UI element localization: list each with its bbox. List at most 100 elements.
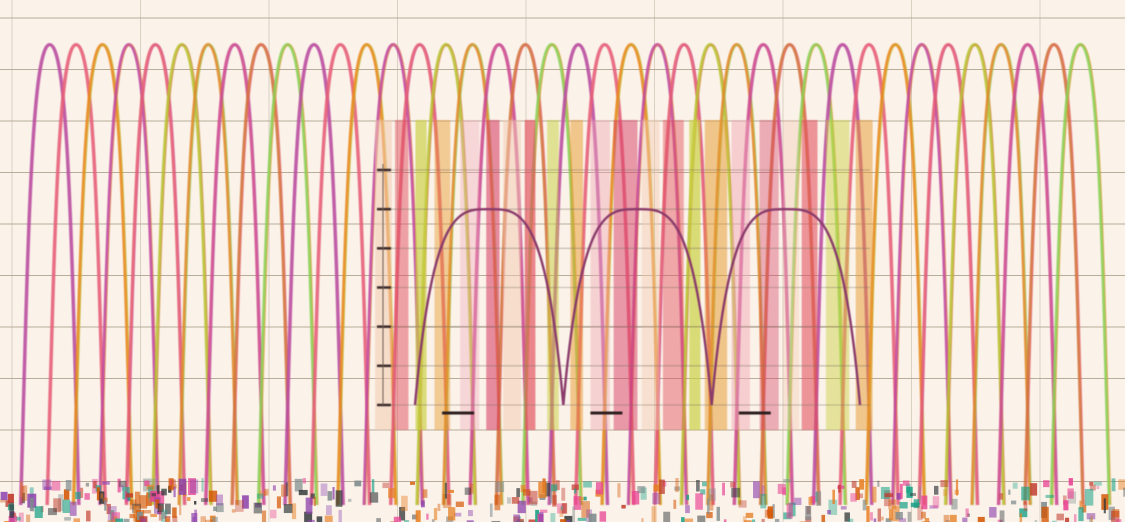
noise-speck bbox=[253, 502, 262, 514]
noise-speck bbox=[1123, 487, 1125, 497]
noise-speck bbox=[640, 487, 647, 500]
peak-26-overlay bbox=[682, 44, 742, 506]
noise-speck bbox=[653, 484, 659, 492]
noise-speck bbox=[827, 509, 831, 515]
noise-speck bbox=[885, 518, 892, 522]
noise-speck bbox=[899, 518, 907, 522]
noise-speck bbox=[702, 481, 707, 487]
noise-speck bbox=[136, 512, 143, 520]
noise-speck bbox=[161, 488, 167, 496]
noise-speck bbox=[760, 493, 767, 509]
noise-speck bbox=[951, 498, 958, 510]
noise-speck bbox=[872, 486, 877, 503]
noise-speck bbox=[774, 518, 780, 522]
noise-speck bbox=[261, 510, 267, 522]
noise-speck bbox=[20, 481, 23, 498]
noise-speck bbox=[491, 520, 501, 522]
noise-speck bbox=[929, 505, 938, 509]
noise-speck bbox=[888, 509, 893, 521]
noise-speck bbox=[738, 500, 747, 508]
noise-speck bbox=[685, 505, 690, 514]
noise-speck bbox=[686, 494, 690, 500]
inset-band bbox=[613, 120, 638, 430]
noise-speck bbox=[139, 495, 148, 509]
noise-speck bbox=[1084, 488, 1094, 506]
noise-speck bbox=[47, 508, 57, 516]
noise-speck bbox=[22, 485, 28, 501]
noise-speck bbox=[743, 520, 752, 522]
noise-speck bbox=[848, 518, 854, 522]
inset-band bbox=[486, 120, 500, 430]
noise-speck bbox=[179, 504, 182, 516]
noise-speck bbox=[559, 507, 564, 517]
inset-band bbox=[689, 120, 701, 430]
noise-speck bbox=[730, 481, 736, 488]
noise-speck bbox=[204, 519, 214, 522]
noise-speck bbox=[1019, 513, 1023, 522]
noise-speck bbox=[93, 481, 97, 489]
noise-speck bbox=[371, 479, 375, 493]
noise-speck bbox=[921, 495, 928, 510]
noise-speck bbox=[723, 519, 727, 522]
noise-speck bbox=[86, 510, 91, 522]
noise-speck bbox=[1030, 483, 1038, 496]
noise-speck bbox=[783, 478, 792, 483]
noise-speck bbox=[1067, 488, 1074, 499]
noise-speck bbox=[663, 511, 671, 522]
noise-speck bbox=[516, 488, 520, 498]
peak-38-overlay bbox=[999, 44, 1059, 506]
noise-speck bbox=[1045, 494, 1055, 498]
noise-speck bbox=[388, 488, 396, 499]
noise-speck bbox=[552, 495, 557, 507]
noise-speck bbox=[907, 511, 912, 522]
inset-band bbox=[641, 120, 660, 430]
noise-speck bbox=[794, 497, 802, 505]
noise-speck bbox=[1008, 489, 1011, 495]
noise-speck bbox=[123, 518, 130, 522]
noise-speck bbox=[652, 492, 661, 504]
noise-speck bbox=[945, 519, 951, 522]
noise-speck bbox=[455, 501, 464, 507]
noise-speck bbox=[1073, 514, 1077, 522]
noise-speck bbox=[838, 484, 841, 493]
noise-speck bbox=[528, 490, 538, 505]
noise-speck bbox=[310, 493, 315, 499]
peak-3-overlay bbox=[74, 44, 134, 506]
noise-speck bbox=[9, 502, 14, 518]
inset-band bbox=[782, 120, 800, 430]
noise-speck bbox=[538, 481, 547, 498]
noise-speck bbox=[304, 511, 313, 522]
noise-speck bbox=[583, 481, 592, 488]
noise-speck bbox=[924, 518, 930, 522]
noise-speck bbox=[327, 491, 333, 501]
inset-band bbox=[434, 120, 451, 430]
noise-speck bbox=[550, 484, 558, 492]
noise-speck bbox=[134, 491, 140, 508]
noise-speck bbox=[707, 498, 710, 514]
noise-speck bbox=[1062, 495, 1067, 505]
noise-speck bbox=[338, 509, 342, 522]
noise-speck bbox=[172, 507, 177, 518]
noise-speck bbox=[200, 516, 206, 522]
noise-speck bbox=[53, 498, 62, 513]
peak-8-overlay bbox=[206, 44, 266, 506]
inset-band bbox=[524, 120, 536, 430]
noise-speck bbox=[895, 511, 903, 520]
noise-speck bbox=[560, 519, 567, 522]
noise-speck bbox=[369, 492, 379, 503]
noise-speck bbox=[1021, 486, 1030, 501]
noise-speck bbox=[1010, 500, 1017, 505]
noise-speck bbox=[1043, 480, 1050, 488]
noise-speck bbox=[544, 482, 551, 497]
noise-speck bbox=[837, 485, 845, 489]
noise-speck bbox=[564, 515, 573, 522]
noise-speck bbox=[777, 483, 786, 494]
noise-speck bbox=[8, 515, 18, 522]
noise-speck bbox=[468, 509, 473, 517]
noise-speck bbox=[412, 514, 418, 520]
noise-speck bbox=[84, 493, 90, 500]
noise-speck bbox=[816, 491, 822, 506]
noise-speck bbox=[1056, 513, 1064, 521]
noise-speck bbox=[706, 512, 713, 519]
noise-speck bbox=[15, 516, 21, 521]
